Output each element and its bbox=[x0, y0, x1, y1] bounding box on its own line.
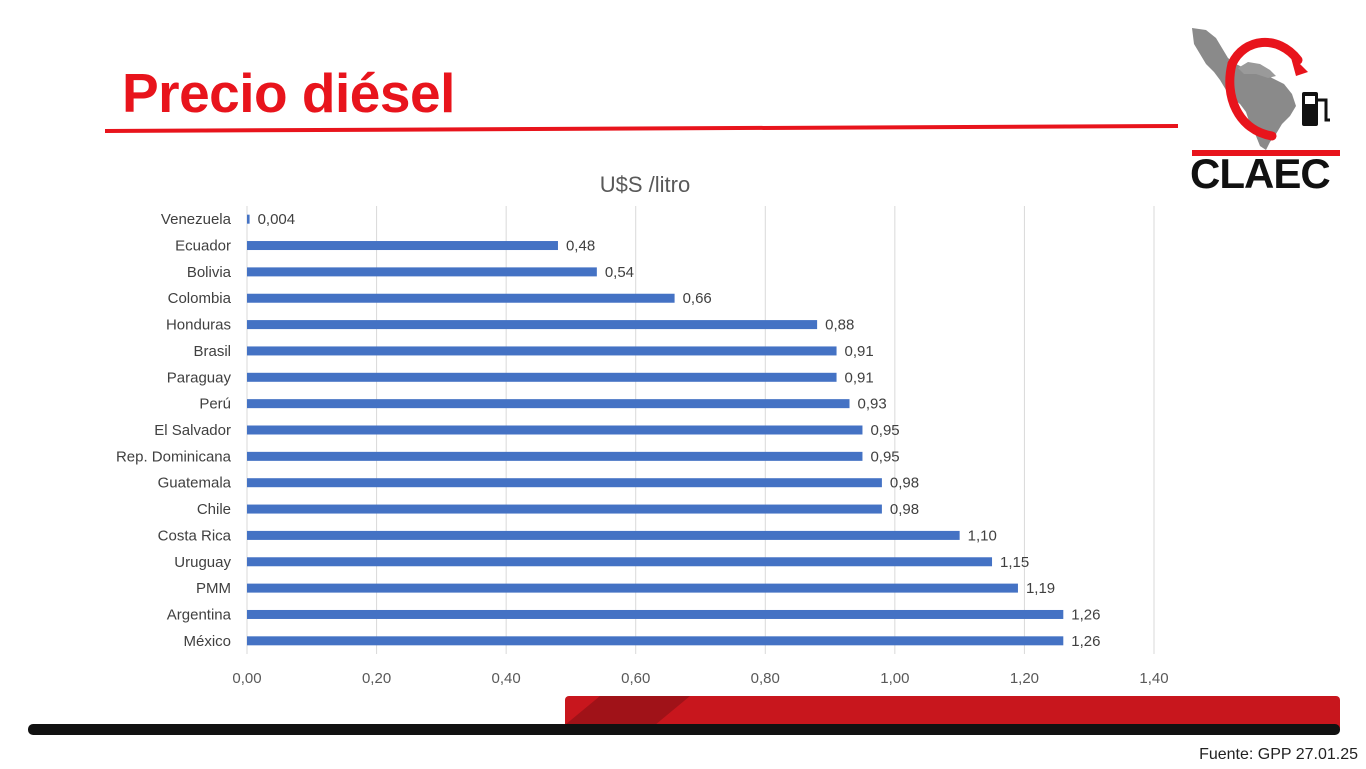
data-label: 1,26 bbox=[1071, 633, 1100, 650]
y-category-label: Rep. Dominicana bbox=[116, 448, 232, 465]
y-category-label: Bolivia bbox=[187, 264, 232, 281]
data-label: 1,10 bbox=[968, 527, 997, 544]
data-label: 0,93 bbox=[858, 396, 887, 413]
data-label: 0,98 bbox=[890, 501, 919, 518]
y-category-label: PMM bbox=[196, 580, 231, 597]
data-label: 0,88 bbox=[825, 317, 854, 334]
x-tick-label: 0,20 bbox=[362, 670, 391, 687]
x-tick-label: 1,20 bbox=[1010, 670, 1039, 687]
data-label: 0,95 bbox=[870, 422, 899, 439]
y-category-label: Paraguay bbox=[167, 369, 232, 386]
y-category-label: Chile bbox=[197, 501, 231, 518]
data-label: 0,98 bbox=[890, 475, 919, 492]
logo-text: CLAEC bbox=[1190, 150, 1331, 197]
bar bbox=[247, 504, 882, 514]
bar bbox=[247, 557, 993, 567]
bar bbox=[247, 451, 863, 461]
slide-title: Precio diésel bbox=[122, 62, 455, 124]
bar bbox=[247, 346, 837, 356]
bar bbox=[247, 478, 882, 488]
y-category-label: Ecuador bbox=[175, 238, 231, 255]
x-tick-label: 0,40 bbox=[492, 670, 521, 687]
title-underline bbox=[105, 124, 1178, 133]
data-label: 0,91 bbox=[845, 343, 874, 360]
data-label: 1,15 bbox=[1000, 554, 1029, 571]
y-category-label: Colombia bbox=[168, 290, 232, 307]
bar bbox=[247, 214, 250, 224]
y-category-label: Perú bbox=[199, 396, 231, 413]
data-label: 0,66 bbox=[683, 290, 712, 307]
x-tick-label: 1,40 bbox=[1139, 670, 1168, 687]
bar bbox=[247, 399, 850, 409]
y-category-label: Brasil bbox=[193, 343, 231, 360]
bar bbox=[247, 583, 1018, 593]
y-category-label: Honduras bbox=[166, 317, 231, 334]
bar bbox=[247, 609, 1064, 619]
bar bbox=[247, 636, 1064, 646]
bar bbox=[247, 372, 837, 382]
y-category-label: Costa Rica bbox=[158, 527, 232, 544]
y-category-label: Venezuela bbox=[161, 211, 232, 228]
source-note: Fuente: GPP 27.01.25 bbox=[1199, 746, 1358, 763]
data-label: 0,54 bbox=[605, 264, 634, 281]
bar bbox=[247, 267, 597, 277]
bar bbox=[247, 293, 675, 303]
y-category-label: Uruguay bbox=[174, 554, 231, 571]
x-tick-label: 1,00 bbox=[880, 670, 909, 687]
bar bbox=[247, 530, 960, 540]
bar bbox=[247, 241, 558, 251]
y-category-label: Guatemala bbox=[158, 475, 232, 492]
y-category-label: Argentina bbox=[167, 606, 232, 623]
data-label: 0,48 bbox=[566, 238, 595, 255]
data-label: 0,004 bbox=[258, 211, 296, 228]
x-tick-label: 0,00 bbox=[232, 670, 261, 687]
bar bbox=[247, 425, 863, 435]
data-label: 1,26 bbox=[1071, 606, 1100, 623]
data-label: 0,91 bbox=[845, 369, 874, 386]
bar bbox=[247, 320, 818, 330]
x-tick-label: 0,80 bbox=[751, 670, 780, 687]
x-tick-label: 0,60 bbox=[621, 670, 650, 687]
diesel-price-chart: U$S /litro Venezuela 0,004 Ecuador 0,48 Boli… bbox=[116, 172, 1169, 687]
chart-title: U$S /litro bbox=[600, 172, 690, 197]
data-label: 1,19 bbox=[1026, 580, 1055, 597]
data-label: 0,95 bbox=[870, 448, 899, 465]
claec-logo bbox=[1192, 28, 1340, 156]
y-category-label: El Salvador bbox=[154, 422, 231, 439]
y-category-label: México bbox=[183, 633, 231, 650]
